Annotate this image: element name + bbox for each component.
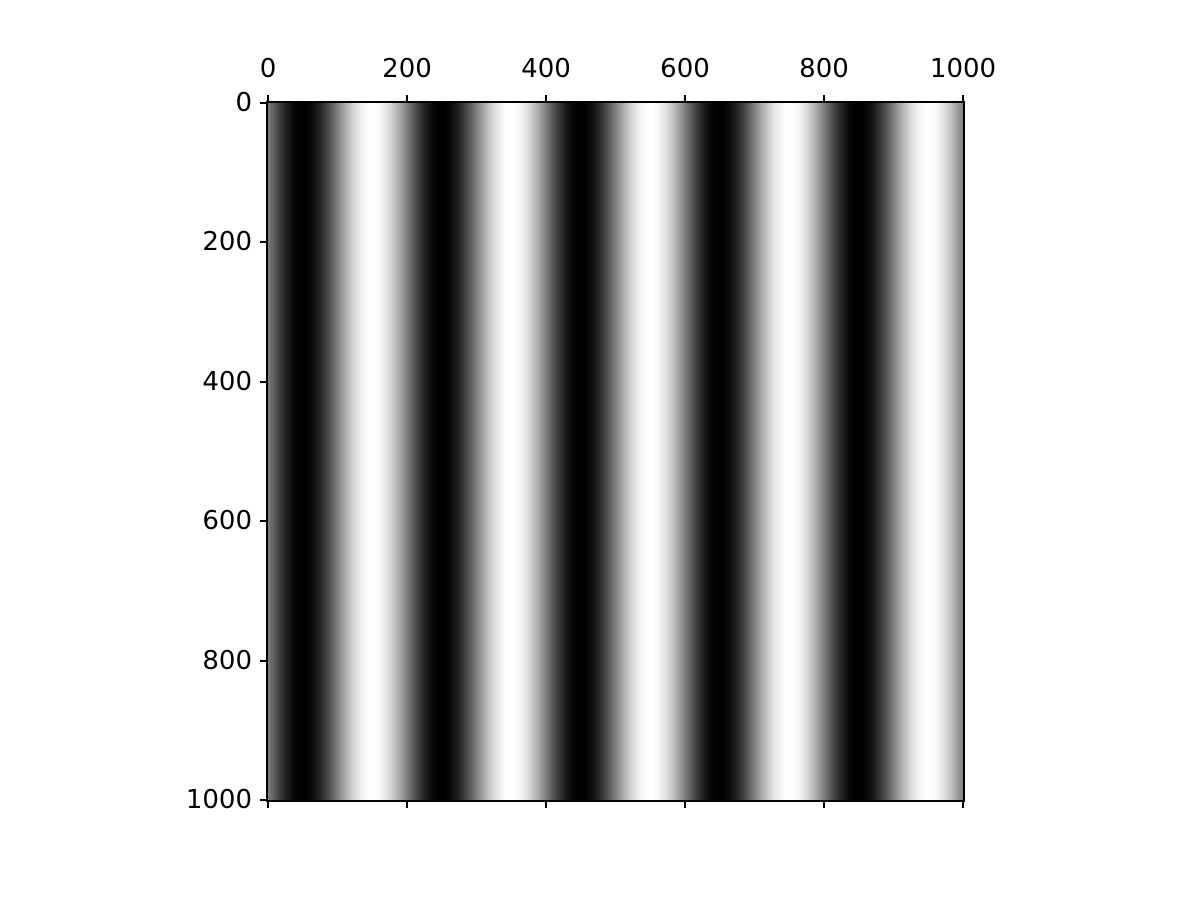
y-tick-label: 600 — [202, 506, 252, 537]
y-tick-mark-left — [260, 520, 268, 523]
y-tick-mark-left — [260, 241, 268, 244]
x-tick-label: 800 — [799, 54, 849, 84]
x-tick-label: 200 — [382, 54, 432, 84]
y-tick-label: 0 — [235, 88, 252, 118]
x-tick-label: 600 — [660, 54, 710, 84]
x-tick-mark-top — [823, 95, 825, 103]
x-tick-mark-bottom — [545, 800, 547, 808]
grating-image — [268, 103, 963, 800]
x-tick-mark-top — [406, 95, 408, 103]
x-tick-mark-top — [962, 95, 964, 103]
x-tick-mark-bottom — [962, 800, 964, 808]
y-tick-label: 200 — [202, 227, 252, 258]
x-tick-mark-bottom — [823, 800, 825, 808]
x-tick-mark-top — [545, 95, 547, 103]
y-tick-label: 400 — [202, 366, 252, 397]
x-tick-mark-top — [684, 95, 686, 103]
y-tick-mark-left — [260, 659, 268, 662]
y-tick-label: 1000 — [185, 785, 252, 815]
x-tick-label: 1000 — [929, 54, 997, 84]
x-tick-label: 400 — [521, 54, 571, 84]
x-tick-mark-top — [267, 95, 269, 103]
x-tick-label: 0 — [259, 54, 277, 84]
y-tick-label: 800 — [202, 645, 252, 676]
y-tick-mark-left — [260, 799, 268, 801]
x-tick-mark-bottom — [267, 800, 269, 808]
x-tick-mark-bottom — [406, 800, 408, 808]
x-tick-mark-bottom — [684, 800, 686, 808]
y-tick-mark-left — [260, 380, 268, 383]
y-tick-mark-left — [260, 102, 268, 104]
